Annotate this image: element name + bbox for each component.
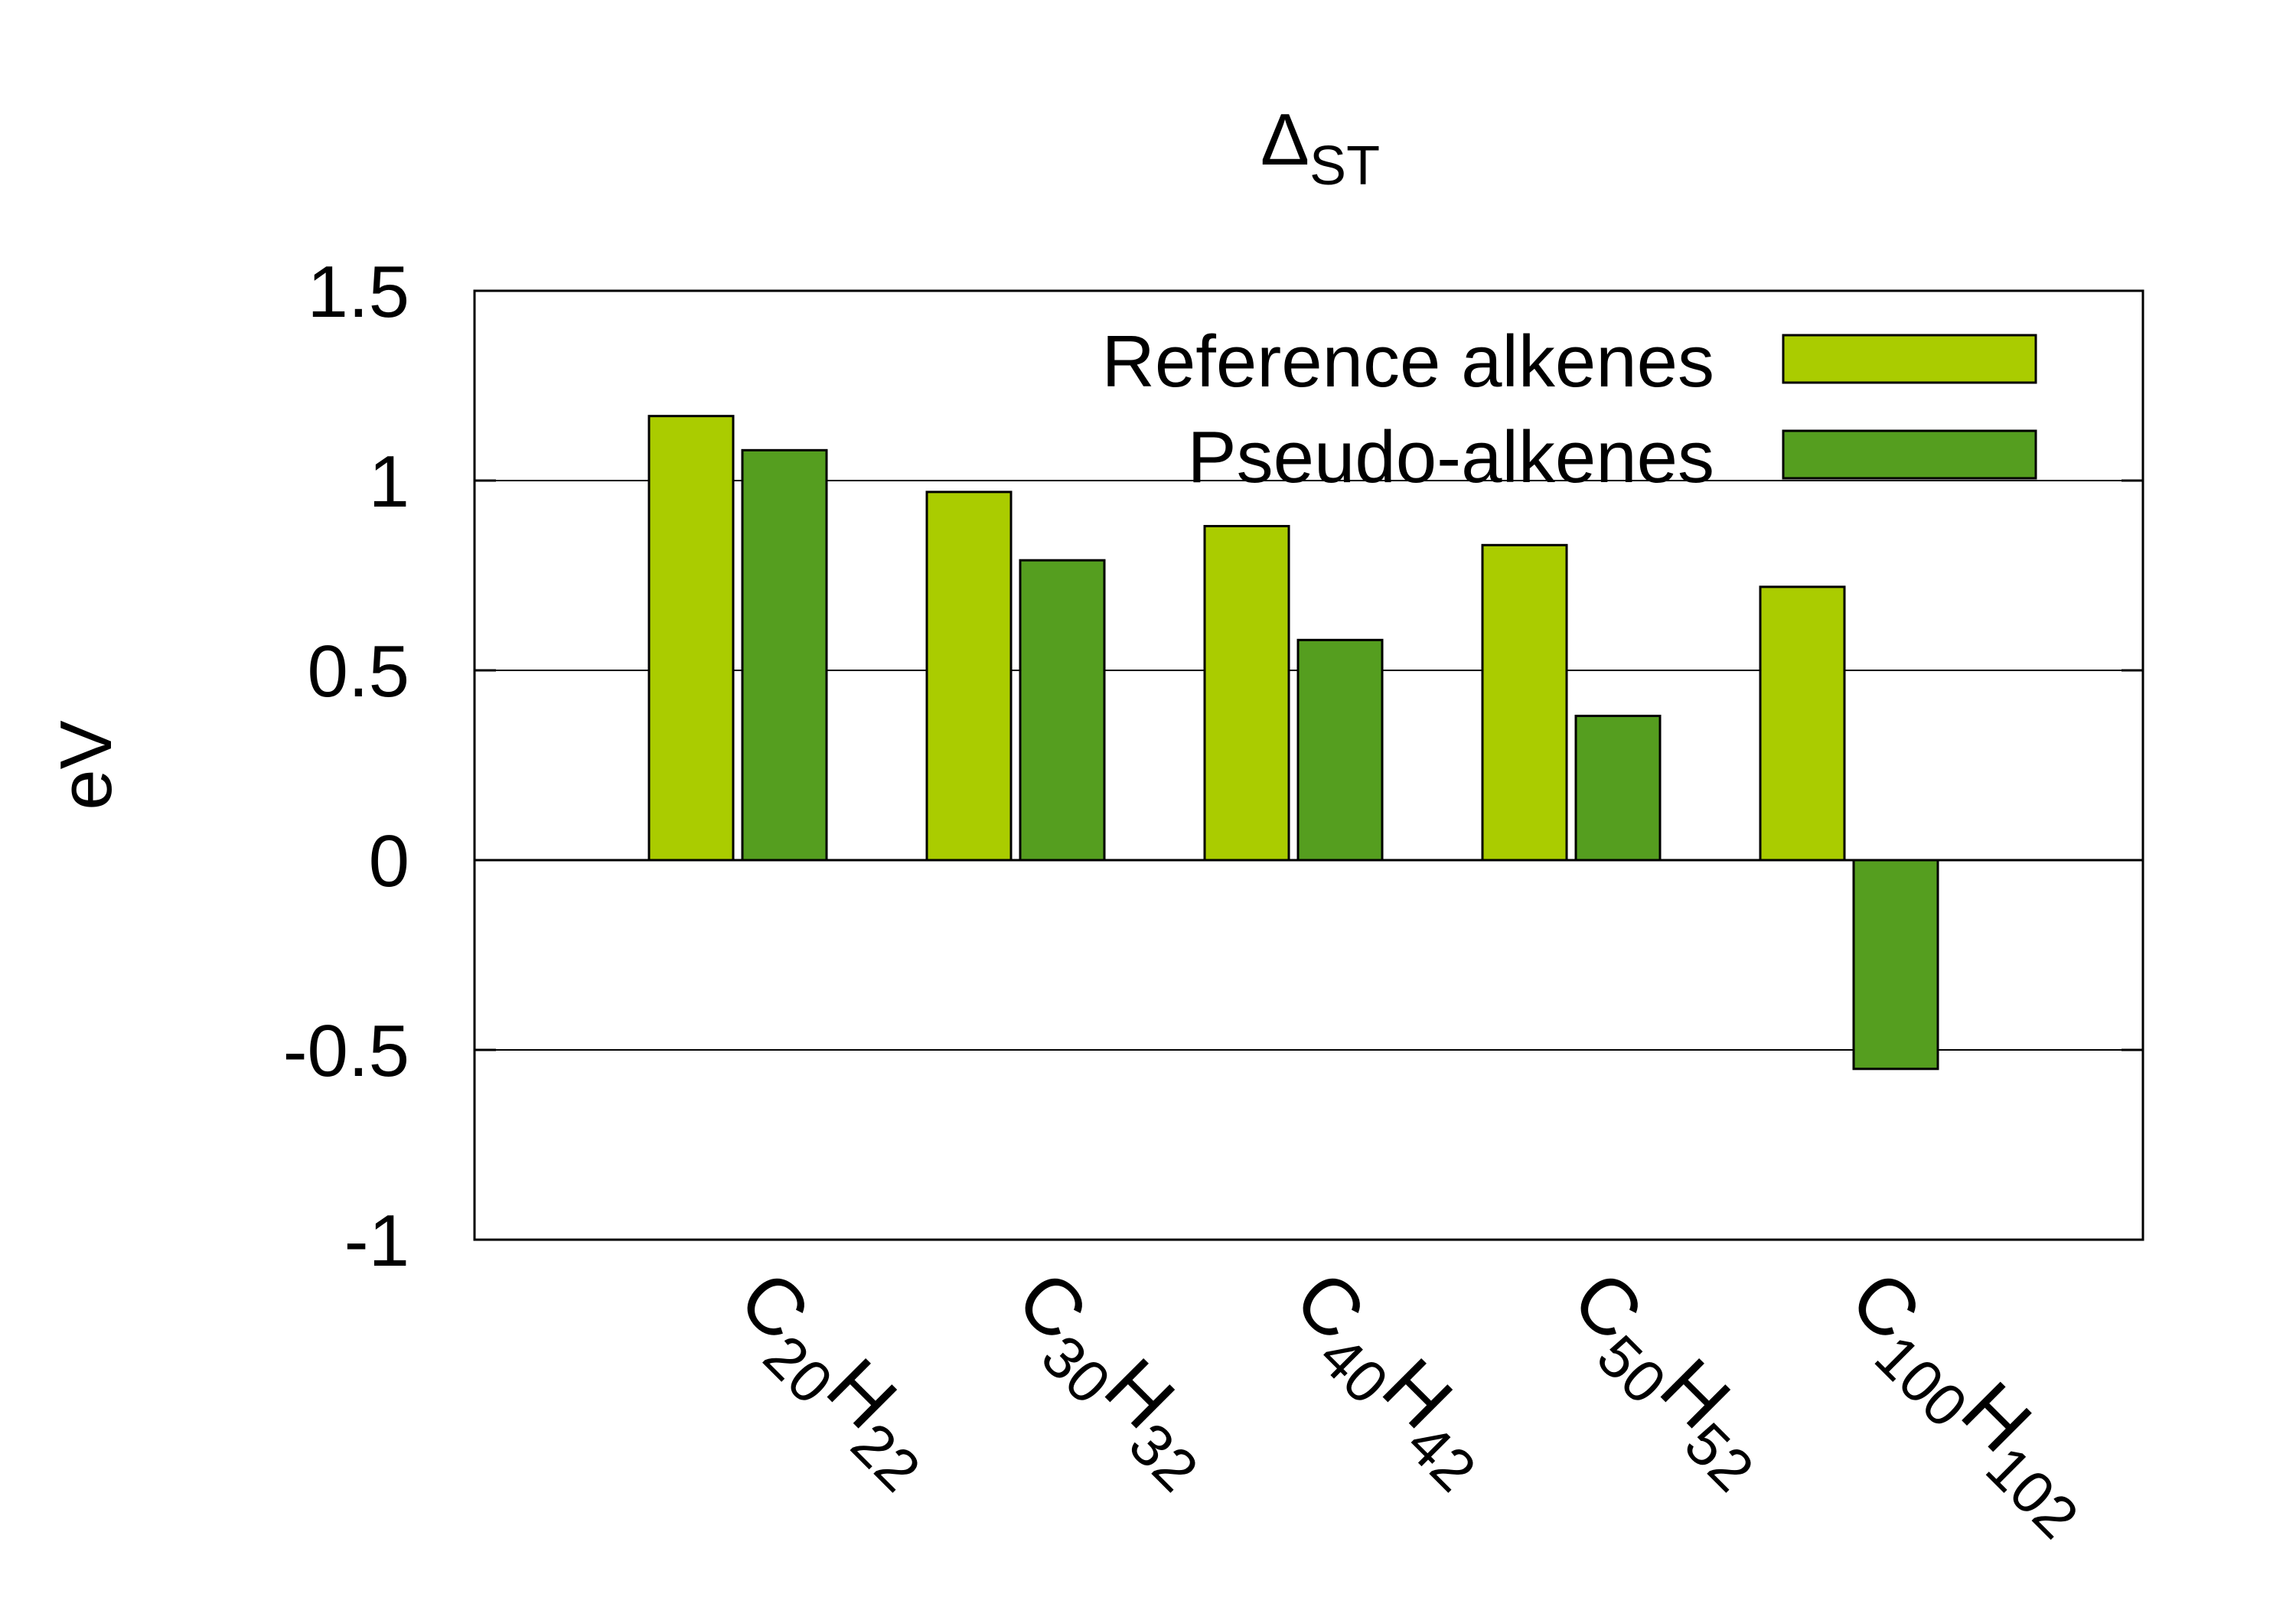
legend-label-reference: Reference alkenes bbox=[1102, 321, 1714, 403]
legend: Reference alkenes Pseudo-alkenes bbox=[1102, 321, 2037, 498]
chart-title: ΔST bbox=[1261, 99, 1380, 197]
bar-reference bbox=[1759, 585, 1846, 862]
bars bbox=[647, 415, 1939, 1071]
bar-reference bbox=[647, 415, 735, 862]
chart-title-sub: ST bbox=[1309, 135, 1380, 197]
legend-swatch-pseudo bbox=[1782, 429, 2037, 480]
chart-title-main: Δ bbox=[1261, 99, 1309, 181]
y-tick-label: -1 bbox=[344, 1200, 409, 1282]
bar-pseudo bbox=[1574, 715, 1662, 862]
y-tick-label: 0 bbox=[369, 820, 409, 902]
bar-pseudo bbox=[741, 448, 828, 862]
y-tick-label: 1 bbox=[369, 441, 409, 523]
x-tick-label: C50H52 bbox=[1544, 1254, 1794, 1504]
bar-pseudo bbox=[1019, 559, 1106, 862]
legend-label-pseudo: Pseudo-alkenes bbox=[1188, 416, 1714, 498]
y-tick-label: 0.5 bbox=[308, 631, 409, 712]
y-tick-label: -0.5 bbox=[283, 1010, 409, 1092]
bar-reference bbox=[1203, 525, 1290, 862]
legend-swatch-reference bbox=[1782, 334, 2037, 384]
x-tick-label: C100H102 bbox=[1821, 1254, 2118, 1551]
x-tick-label: C20H22 bbox=[710, 1254, 960, 1504]
y-axis-label: eV bbox=[45, 720, 127, 810]
x-tick-label: C30H32 bbox=[988, 1254, 1238, 1504]
y-tick-label: 1.5 bbox=[308, 251, 409, 333]
x-tick-label: C40H42 bbox=[1266, 1254, 1516, 1504]
plot-border bbox=[473, 289, 2144, 1241]
bar-reference bbox=[1481, 543, 1568, 862]
bar-pseudo bbox=[1852, 859, 1939, 1071]
bar-pseudo bbox=[1296, 638, 1384, 862]
bar-reference bbox=[925, 491, 1013, 862]
